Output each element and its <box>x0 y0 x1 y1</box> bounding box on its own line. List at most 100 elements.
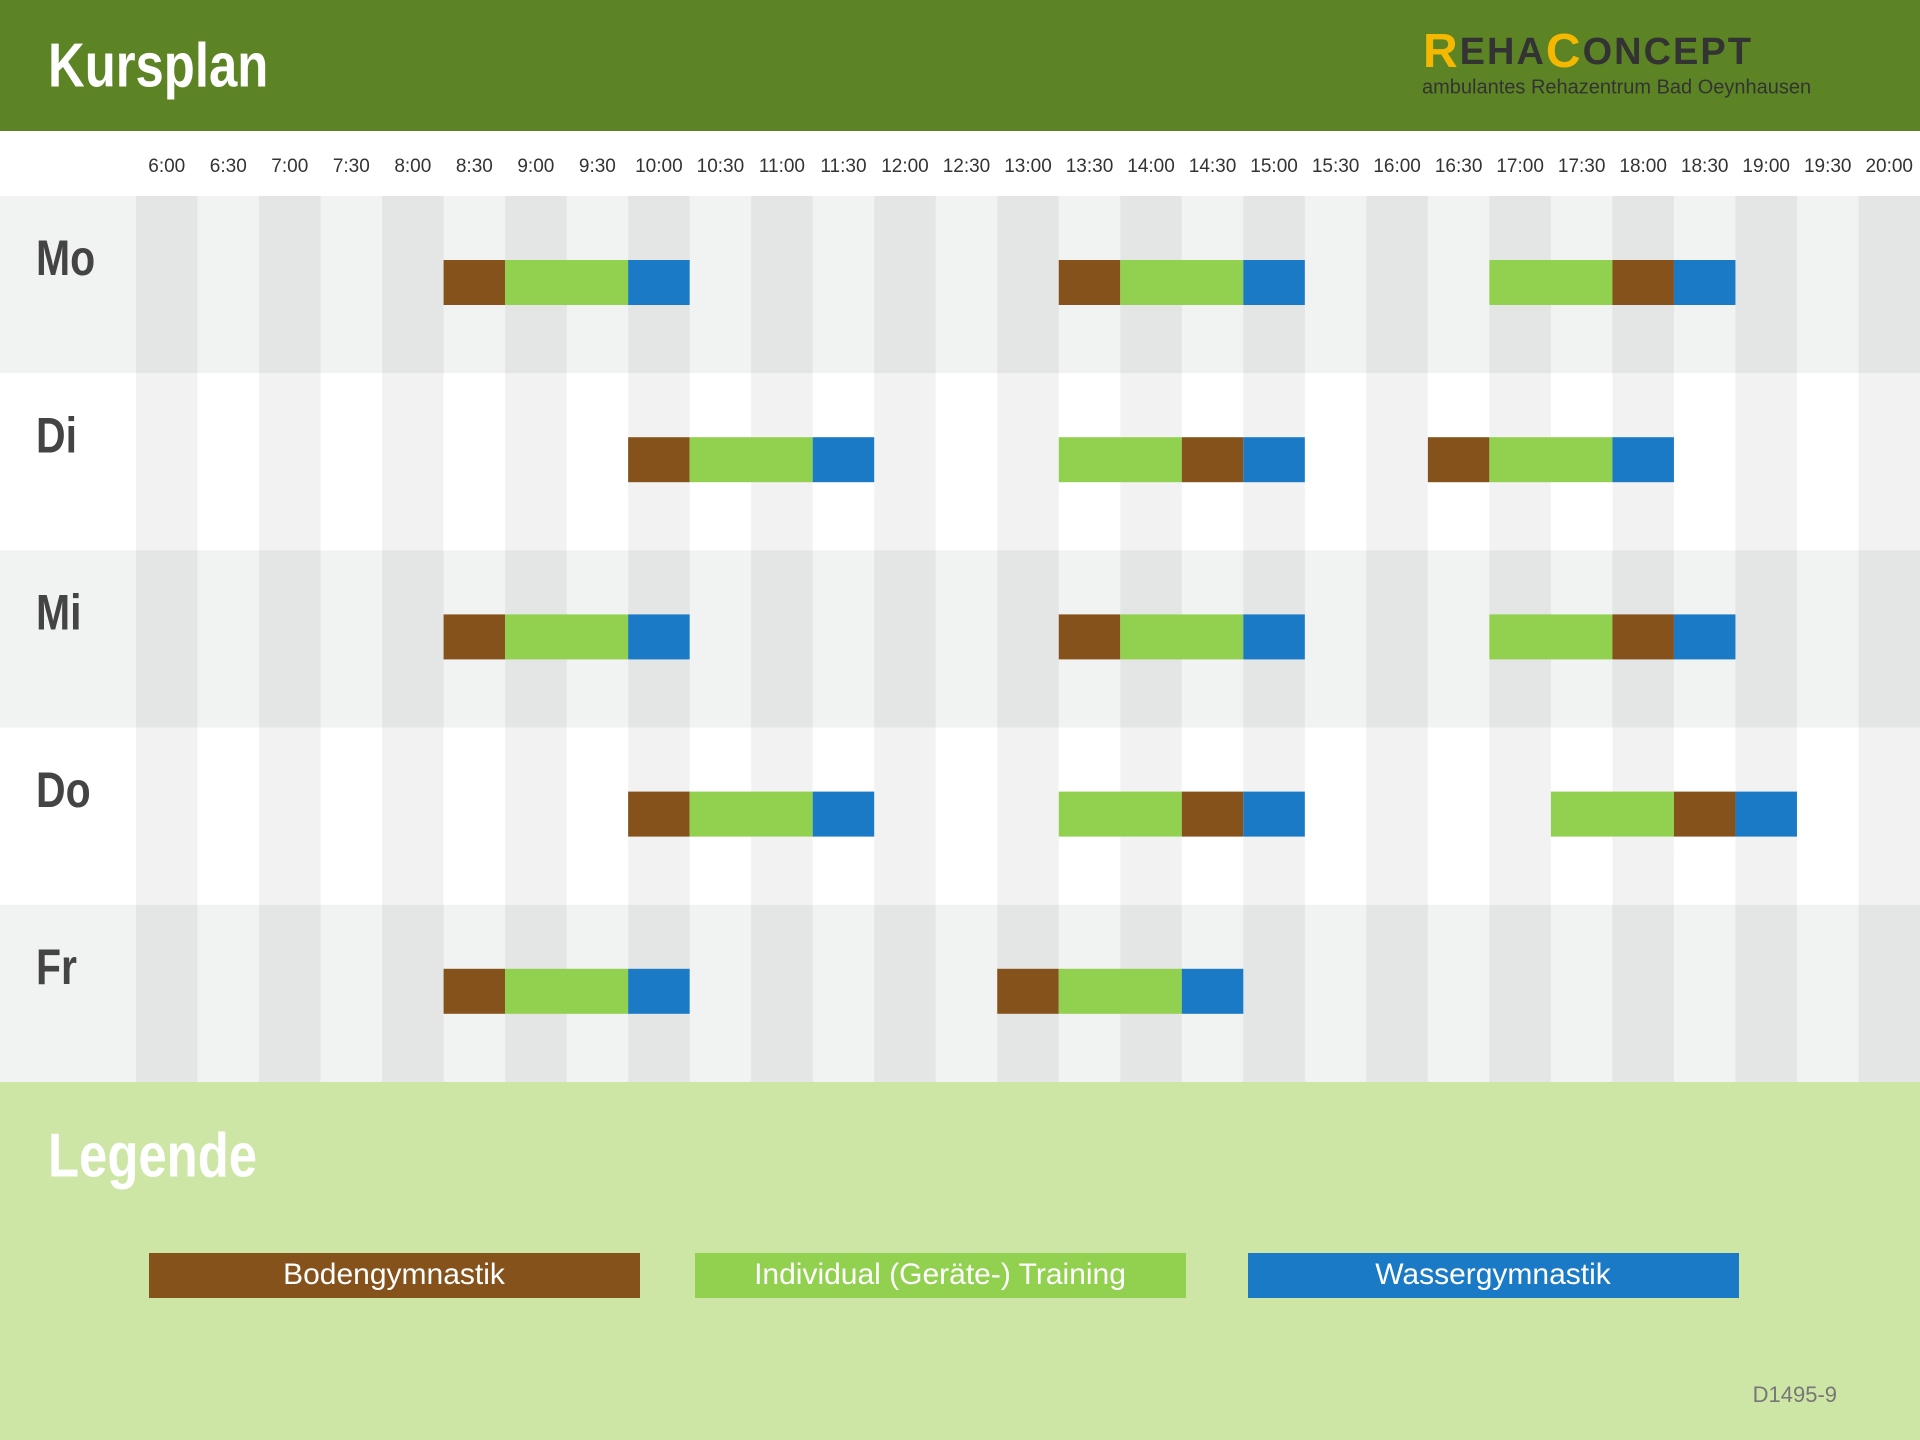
session-block <box>628 791 690 837</box>
session-block <box>689 437 813 483</box>
legend-label: Individual (Geräte-) Training <box>754 1258 1126 1291</box>
logo-part: R <box>1423 25 1460 78</box>
legend-label: Bodengymnastik <box>283 1258 506 1291</box>
document-code: D1495-9 <box>1753 1382 1837 1407</box>
time-label: 9:00 <box>517 156 554 177</box>
time-label: 15:30 <box>1312 156 1360 177</box>
session-block <box>1058 614 1121 660</box>
time-column <box>874 196 936 1082</box>
logo-part: C <box>1546 25 1583 78</box>
time-column <box>1735 196 1797 1082</box>
time-label: 6:30 <box>210 156 247 177</box>
time-label: 14:00 <box>1127 156 1175 177</box>
time-column <box>997 196 1059 1082</box>
time-label: 10:30 <box>697 156 745 177</box>
header-bar <box>0 0 1920 131</box>
time-label: 16:00 <box>1373 156 1421 177</box>
time-label: 20:00 <box>1865 156 1913 177</box>
time-column <box>259 196 321 1082</box>
time-label: 14:30 <box>1189 156 1237 177</box>
session-block <box>1243 614 1305 660</box>
time-label: 18:30 <box>1681 156 1729 177</box>
session-block <box>1735 791 1797 837</box>
session-block <box>812 791 875 837</box>
day-label: Fr <box>36 939 77 995</box>
session-block <box>505 614 629 660</box>
session-block <box>1058 437 1182 483</box>
session-block <box>1489 260 1613 305</box>
time-label: 8:00 <box>394 156 431 177</box>
session-block <box>1058 968 1182 1014</box>
session-block <box>443 614 506 660</box>
day-label: Mi <box>36 585 82 641</box>
time-label: 7:00 <box>271 156 308 177</box>
session-block <box>1181 968 1244 1014</box>
session-block <box>628 968 690 1014</box>
time-column <box>1366 196 1428 1082</box>
session-block <box>1243 437 1305 483</box>
day-label: Mo <box>36 230 95 286</box>
session-block <box>1427 437 1490 483</box>
grid: 6:00 6:30 7:00 7:30 8:00 8:30 9:00 9:30 10:00 10:… <box>0 156 1920 1082</box>
time-label: 16:30 <box>1435 156 1483 177</box>
logo-part: EHA <box>1460 31 1546 73</box>
session-block <box>1058 791 1182 837</box>
time-label: 17:30 <box>1558 156 1606 177</box>
time-label: 10:00 <box>635 156 683 177</box>
day-label: Di <box>36 408 77 464</box>
time-label: 18:00 <box>1619 156 1667 177</box>
session-block <box>1550 791 1674 837</box>
legend-swatch <box>1248 1253 1739 1298</box>
time-column <box>1858 196 1920 1082</box>
session-block <box>1120 260 1244 305</box>
time-label: 8:30 <box>456 156 493 177</box>
time-column <box>751 196 813 1082</box>
session-block <box>443 968 506 1014</box>
legend-swatch <box>695 1253 1186 1298</box>
legend-title: Legende <box>48 1122 257 1191</box>
session-block <box>505 260 629 305</box>
session-block <box>812 437 875 483</box>
page-title: Kursplan <box>48 32 268 101</box>
day-row <box>0 904 1920 1082</box>
session-block <box>1181 437 1244 483</box>
legend-label: Wassergymnastik <box>1375 1258 1612 1291</box>
session-block <box>1243 260 1305 305</box>
session-block <box>1058 260 1121 305</box>
session-block <box>1673 791 1736 837</box>
session-block <box>1120 614 1244 660</box>
session-block <box>1489 614 1613 660</box>
time-label: 11:00 <box>759 156 805 177</box>
logo-subtitle: ambulantes Rehazentrum Bad Oeynhausen <box>1422 76 1811 98</box>
session-block <box>1673 260 1736 305</box>
session-block <box>689 791 813 837</box>
time-label: 9:30 <box>579 156 616 177</box>
session-block <box>1612 614 1674 660</box>
time-label: 13:30 <box>1066 156 1114 177</box>
time-header <box>0 131 1920 196</box>
time-label: 6:00 <box>148 156 185 177</box>
session-block <box>1673 614 1736 660</box>
logo-part: ONCEPT <box>1583 31 1753 73</box>
time-label: 12:30 <box>943 156 991 177</box>
time-label: 12:00 <box>881 156 929 177</box>
session-block <box>1489 437 1613 483</box>
session-block <box>1243 791 1305 837</box>
day-label: Do <box>36 762 91 818</box>
time-label: 13:00 <box>1004 156 1052 177</box>
time-label: 19:30 <box>1804 156 1852 177</box>
session-block <box>628 614 690 660</box>
time-label: 19:00 <box>1742 156 1790 177</box>
time-label: 11:30 <box>820 156 866 177</box>
session-block <box>505 968 629 1014</box>
time-column <box>382 196 444 1082</box>
session-block <box>1612 260 1674 305</box>
time-label: 7:30 <box>333 156 370 177</box>
logo: REHACONCEPT <box>1423 25 1753 78</box>
legend-swatch <box>149 1253 640 1298</box>
session-block <box>997 968 1059 1014</box>
session-block <box>1181 791 1244 837</box>
session-block <box>443 260 506 305</box>
